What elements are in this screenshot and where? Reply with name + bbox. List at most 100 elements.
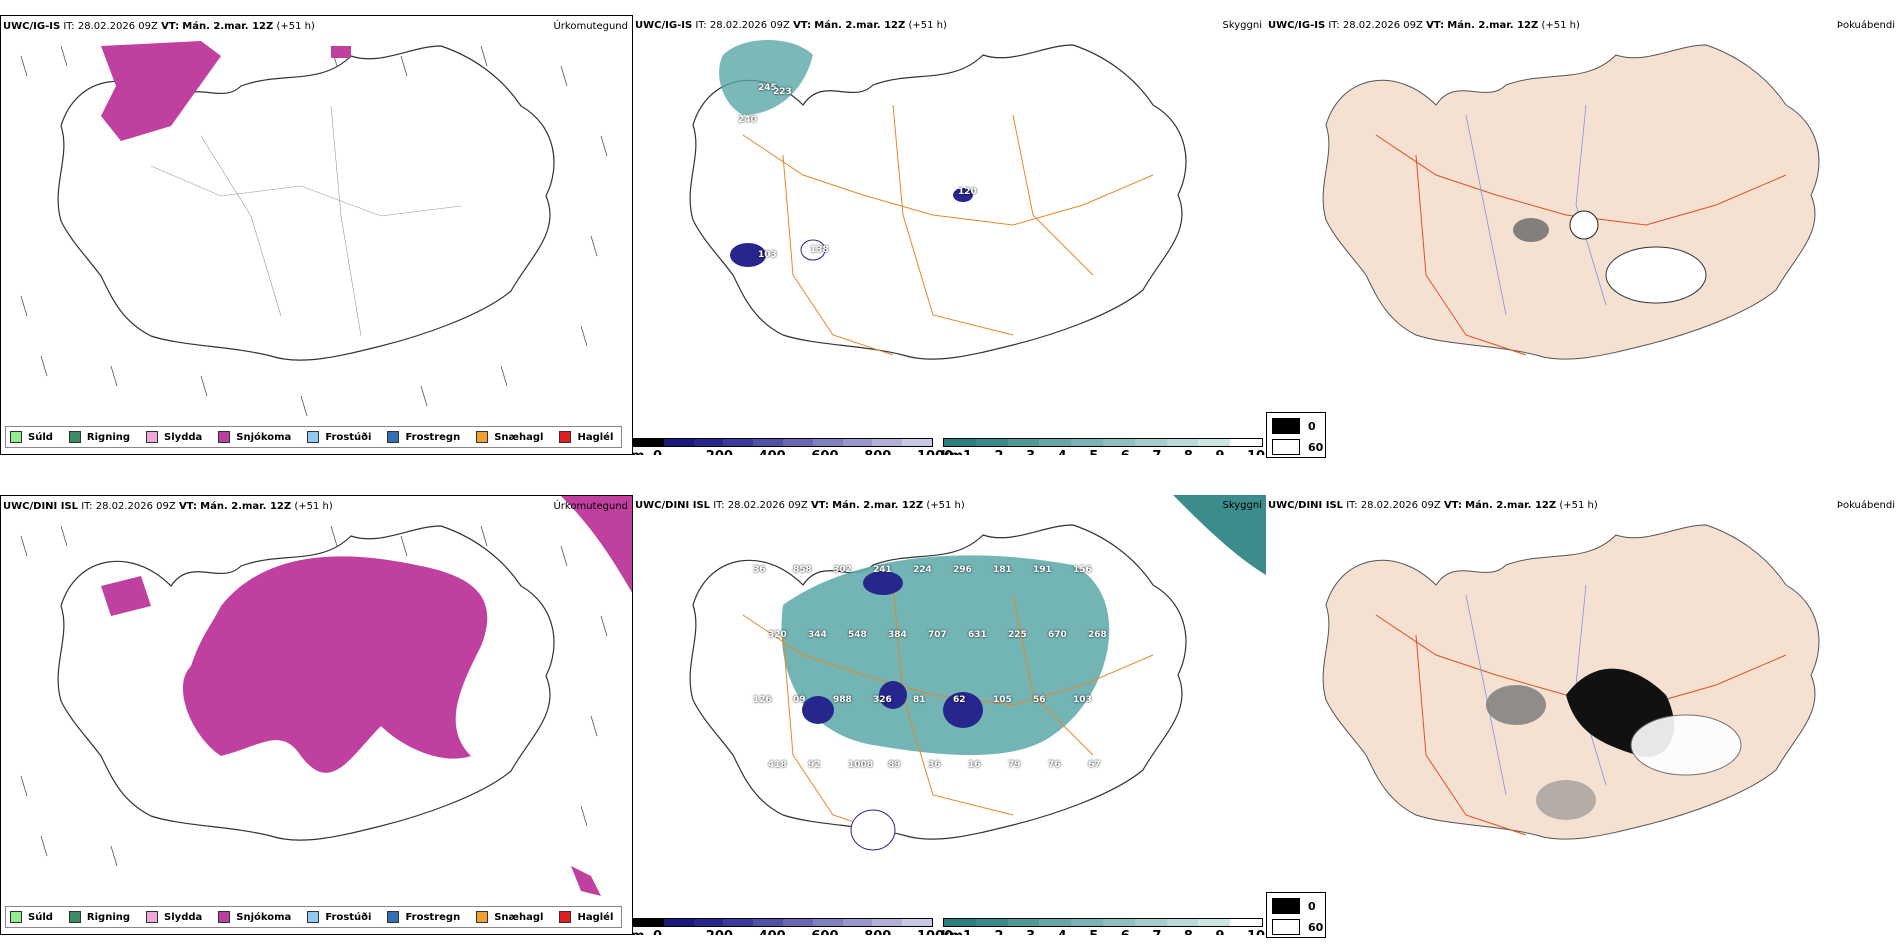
precip-legend: Súld Rigning Slydda Snjókoma Frostúði Fr… <box>5 426 623 448</box>
colorbar-segment <box>663 439 694 446</box>
colorbar-tick: 600 <box>811 929 838 935</box>
elevation-label: 858 <box>793 565 812 575</box>
colorbar-segment <box>1230 919 1262 926</box>
elevation-label: 240 <box>738 115 757 125</box>
colorbar-tick: 7 <box>1152 449 1161 455</box>
elevation-labels: 245 223 240 120 1 0 3 138 <box>633 15 1266 455</box>
colorbar-tick: 4 <box>1058 929 1067 935</box>
legend-swatch <box>387 431 400 443</box>
panel-title: Úrkomutegund <box>553 501 628 512</box>
colorbar-tick: 1 <box>963 449 972 455</box>
colorbar-segment <box>1007 439 1040 446</box>
colorbar-tick: 0 <box>653 449 662 455</box>
elevation-label: 631 <box>968 630 987 640</box>
colorbar-segment <box>1134 919 1167 926</box>
fog-swatch-white <box>1272 919 1300 935</box>
colorbar-segment <box>1166 919 1199 926</box>
elevation-label: 138 <box>810 245 829 255</box>
colorbar-tick: 5 <box>1089 449 1098 455</box>
elevation-label: 103 <box>1073 695 1092 705</box>
elevation-label: 268 <box>1088 630 1107 640</box>
legend-swatch <box>68 911 81 923</box>
colorbar-tick: 3 <box>1026 449 1035 455</box>
legend-swatch <box>10 911 22 923</box>
legend-swatch <box>146 431 159 443</box>
fog-swatch-white <box>1272 439 1300 455</box>
elevation-label: 120 <box>958 187 977 197</box>
elevation-label: 302 <box>833 565 852 575</box>
elevation-label: 988 <box>833 695 852 705</box>
colorbar-segment <box>842 439 873 446</box>
legend-swatch <box>387 911 400 923</box>
colorbar-segment <box>1134 439 1167 446</box>
elevation-label: 56 <box>1033 695 1046 705</box>
visibility-colorbar: km1 2 3 4 5 6 7 8 9 10 <box>941 438 1265 455</box>
elevation-label: 126 <box>753 695 772 705</box>
precip-type-panel-igis: UWC/IG-IS IT: 28.02.2026 09Z VT: Mán. 2.… <box>0 15 633 455</box>
colorbar-segment <box>902 919 932 926</box>
elevation-colorbar: m 0 200 400 600 800 1000 <box>633 918 953 935</box>
legend-swatch <box>559 911 572 923</box>
colorbar-segment <box>944 919 976 926</box>
colorbar-segment <box>842 919 873 926</box>
colorbar-segment <box>872 439 903 446</box>
fog-legend: 0 60 <box>1266 412 1326 458</box>
elevation-label: 670 <box>1048 630 1067 640</box>
colorbar-tick: 2 <box>995 929 1004 935</box>
colorbar-tick: 1 <box>963 929 972 935</box>
panel-header: UWC/DINI ISL IT: 28.02.2026 09Z VT: Mán.… <box>1268 500 1598 511</box>
colorbar-tick: 7 <box>1152 929 1161 935</box>
wind-barbs <box>20 45 608 417</box>
elevation-label: 62 <box>953 695 966 705</box>
colorbar-tick: 10 <box>1247 929 1265 935</box>
visibility-map <box>689 495 1266 851</box>
panel-header: UWC/DINI ISL IT: 28.02.2026 09Z VT: Mán.… <box>635 500 965 511</box>
colorbar-tick: 1000 <box>917 449 953 455</box>
panel-header: UWC/IG-IS IT: 28.02.2026 09Z VT: Mán. 2.… <box>1268 20 1580 31</box>
colorbar-tick: 9 <box>1215 449 1224 455</box>
elevation-label: 92 <box>808 760 821 770</box>
elevation-label: 548 <box>848 630 867 640</box>
legend-swatch <box>307 431 320 443</box>
colorbar-segment <box>723 919 754 926</box>
colorbar-tick: 2 <box>995 449 1004 455</box>
colorbar-tick: 600 <box>811 449 838 455</box>
elevation-label: 09 <box>793 695 806 705</box>
elevation-label: 245 <box>758 83 777 93</box>
elevation-label: 296 <box>953 565 972 575</box>
legend-swatch <box>476 911 489 923</box>
elevation-label: 707 <box>928 630 947 640</box>
colorbar-segment <box>1071 919 1103 926</box>
legend-swatch <box>559 431 572 443</box>
elevation-label: 224 <box>913 565 932 575</box>
colorbar-tick: 400 <box>759 449 786 455</box>
precip-map <box>20 41 608 417</box>
colorbar-tick: 200 <box>706 929 733 935</box>
elevation-label: 223 <box>773 87 792 97</box>
fog-swatch-black <box>1272 418 1300 434</box>
colorbar-segment <box>634 919 664 926</box>
colorbar-segment <box>1230 439 1262 446</box>
colorbar-segment <box>723 439 754 446</box>
colorbar-segment <box>872 919 903 926</box>
fog-indicator-panel-dini: UWC/DINI ISL IT: 28.02.2026 09Z VT: Mán.… <box>1266 495 1899 935</box>
colorbar-segment <box>782 439 813 446</box>
elevation-label: 326 <box>873 695 892 705</box>
colorbar-segment <box>663 919 694 926</box>
elevation-label: 418 <box>768 760 787 770</box>
panel-title: Þokuábendi <box>1836 20 1895 31</box>
elevation-label: 181 <box>993 565 1012 575</box>
colorbar-segment <box>693 919 724 926</box>
colorbar-tick: 8 <box>1184 929 1193 935</box>
elevation-label: 89 <box>888 760 901 770</box>
precip-legend: Súld Rigning Slydda Snjókoma Frostúði Fr… <box>5 906 623 928</box>
fog-legend: 0 60 <box>1266 892 1326 938</box>
elevation-label: 67 <box>1088 760 1101 770</box>
elevation-label: 16 <box>968 760 981 770</box>
panel-title: Úrkomutegund <box>553 21 628 32</box>
elevation-label: 105 <box>993 695 1012 705</box>
visibility-map <box>689 40 1187 360</box>
colorbar-tick: 800 <box>864 929 891 935</box>
colorbar-tick: 400 <box>759 929 786 935</box>
colorbar-tick: 6 <box>1121 449 1130 455</box>
